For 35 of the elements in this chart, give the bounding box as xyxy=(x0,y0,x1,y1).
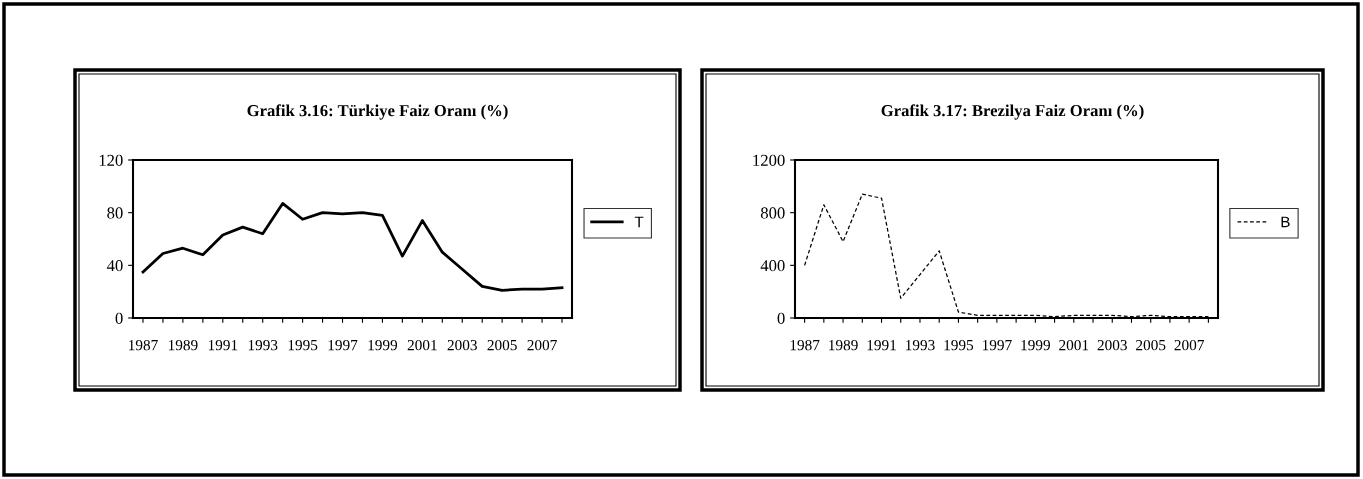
chart-title: Grafik 3.17: Brezilya Faiz Oranı (%) xyxy=(881,104,1144,120)
x-tick-label: 1991 xyxy=(208,340,238,351)
y-tick-label: 0 xyxy=(115,312,123,324)
y-tick-label: 400 xyxy=(760,260,785,272)
legend-label: T xyxy=(634,216,644,228)
x-tick-label: 2005 xyxy=(1136,339,1166,351)
x-tick-label: 1993 xyxy=(906,340,935,351)
x-tick-label: 1987 xyxy=(129,339,158,351)
chart-title: Grafik 3.16: Türkiye Faiz Oranı (%) xyxy=(247,104,508,120)
x-tick-label: 1995 xyxy=(944,340,974,351)
x-tick-label: 1995 xyxy=(288,340,318,351)
x-tick-label: 1999 xyxy=(368,340,398,351)
y-tick-label: 1200 xyxy=(753,154,785,166)
x-tick-label: 1989 xyxy=(168,339,198,351)
x-tick-label: 2007 xyxy=(527,339,557,351)
legend-label: B xyxy=(1281,216,1290,228)
y-tick-label: 0 xyxy=(777,312,785,324)
x-tick-label: 2001 xyxy=(1059,339,1089,351)
x-tick-label: 2001 xyxy=(407,339,437,351)
x-tick-label: 1991 xyxy=(867,340,896,351)
x-tick-label: 1997 xyxy=(328,340,358,351)
x-tick-label: 2003 xyxy=(447,339,477,351)
line-series xyxy=(141,202,564,292)
y-tick-label: 80 xyxy=(107,207,123,219)
x-tick-label: 2007 xyxy=(1174,339,1204,351)
x-tick-label: 2005 xyxy=(487,339,517,351)
x-tick-label: 1997 xyxy=(982,340,1012,351)
y-tick-label: 800 xyxy=(760,207,785,219)
x-tick-label: 1987 xyxy=(790,339,820,351)
y-tick-label: 120 xyxy=(99,154,123,166)
x-tick-label: 1993 xyxy=(248,340,278,351)
x-tick-label: 1999 xyxy=(1021,340,1050,351)
y-tick-label: 40 xyxy=(106,260,123,272)
x-tick-label: 2003 xyxy=(1097,339,1127,351)
x-tick-label: 1989 xyxy=(829,339,858,351)
